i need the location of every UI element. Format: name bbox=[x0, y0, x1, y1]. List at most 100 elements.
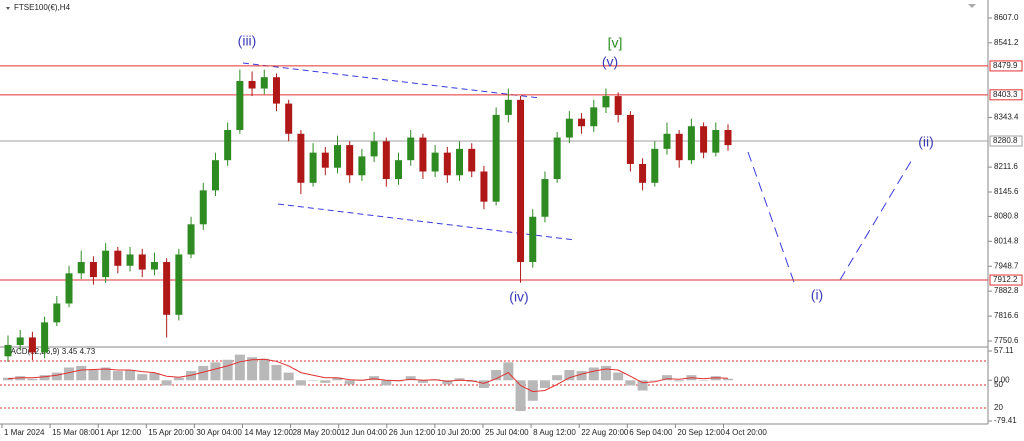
candle-body bbox=[602, 96, 610, 108]
macd-bar bbox=[308, 380, 319, 381]
symbol-icon bbox=[6, 7, 10, 10]
candle-body bbox=[28, 337, 36, 353]
macd-bar bbox=[222, 359, 233, 381]
x-tick-label: 14 May 12:00 bbox=[245, 428, 294, 437]
y-tick-label: 7948.7 bbox=[994, 261, 1019, 270]
candle-body bbox=[687, 126, 695, 161]
x-tick-label: 8 Aug 12:00 bbox=[533, 428, 576, 437]
candle-body bbox=[309, 152, 317, 183]
x-tick-label: 30 Apr 04:00 bbox=[196, 428, 242, 437]
y-tick-label: 8343.4 bbox=[994, 113, 1019, 122]
macd-bar bbox=[381, 380, 392, 386]
macd-tick-label: 0.00 bbox=[994, 375, 1010, 384]
macd-bar bbox=[564, 370, 575, 381]
macd-bar bbox=[649, 380, 660, 381]
candle-body bbox=[224, 130, 232, 161]
candle-body bbox=[456, 148, 464, 176]
macd-bar bbox=[271, 364, 282, 381]
candle-body bbox=[517, 99, 525, 263]
macd-bar bbox=[295, 380, 306, 386]
macd-title: MACD(12,26,9) 3.45 4.73 bbox=[4, 347, 96, 356]
x-tick-label: 12 Jun 04:00 bbox=[341, 428, 388, 437]
candle-body bbox=[541, 179, 549, 217]
candle-body bbox=[590, 107, 598, 127]
candle-body bbox=[248, 80, 256, 89]
y-tick-label: 8145.6 bbox=[994, 187, 1019, 196]
x-tick-label: 28 May 20:00 bbox=[293, 428, 342, 437]
level-tag bbox=[989, 60, 1023, 72]
candle-body bbox=[358, 156, 366, 176]
x-tick-label: 1 Apr 12:00 bbox=[100, 428, 141, 437]
x-tick-label: 22 Aug 20:00 bbox=[581, 428, 629, 437]
x-tick-label: 6 Sep 04:00 bbox=[629, 428, 673, 437]
candle-body bbox=[553, 137, 561, 180]
candle-body bbox=[321, 152, 329, 168]
macd-bar bbox=[405, 376, 416, 381]
macd-bar bbox=[576, 371, 587, 381]
candle-body bbox=[150, 262, 158, 270]
wave-label: [v] bbox=[608, 35, 623, 51]
candle-body bbox=[211, 160, 219, 191]
candle-body bbox=[700, 126, 708, 153]
wave-label: (ii) bbox=[918, 134, 934, 150]
wave-label: (i) bbox=[811, 287, 823, 303]
macd-bar bbox=[39, 375, 50, 381]
macd-bar bbox=[723, 378, 733, 381]
candle-body bbox=[41, 322, 49, 353]
wave-label: (iii) bbox=[238, 33, 257, 49]
macd-bar bbox=[88, 370, 99, 381]
candle-body bbox=[724, 130, 732, 146]
macd-bar bbox=[442, 380, 453, 385]
macd-bar bbox=[625, 380, 636, 386]
candle-body bbox=[639, 163, 647, 183]
y-tick-label: 7816.6 bbox=[994, 311, 1019, 320]
macd-bar bbox=[125, 370, 136, 381]
macd-bar bbox=[112, 371, 123, 381]
candle-body bbox=[346, 145, 354, 176]
x-tick-label: 20 Sep 12:00 bbox=[677, 428, 725, 437]
candle-body bbox=[626, 114, 634, 164]
candle-body bbox=[260, 77, 268, 89]
candle-body bbox=[77, 262, 85, 274]
wave-label: (iv) bbox=[509, 289, 528, 305]
macd-bar bbox=[613, 372, 624, 381]
forecast-line bbox=[839, 157, 914, 281]
y-tick-label: 8607.0 bbox=[994, 13, 1019, 22]
wave-label: (v) bbox=[602, 54, 618, 70]
macd-bar bbox=[527, 380, 538, 401]
macd-bar bbox=[661, 375, 672, 381]
candle-body bbox=[407, 137, 415, 161]
level-label: 8479.9 bbox=[993, 61, 1018, 70]
candle-body bbox=[651, 148, 659, 183]
macd-bar bbox=[539, 380, 550, 388]
macd-bar bbox=[552, 375, 563, 381]
level-tag bbox=[989, 89, 1023, 101]
x-tick-label: 25 Jul 04:00 bbox=[485, 428, 529, 437]
y-tick-label: 8014.8 bbox=[994, 236, 1019, 245]
candle-body bbox=[468, 148, 476, 172]
candle-body bbox=[443, 152, 451, 176]
candle-body bbox=[53, 303, 61, 323]
candle-body bbox=[4, 344, 12, 357]
candle-body bbox=[16, 337, 24, 345]
macd-bar bbox=[283, 372, 294, 381]
candle-body bbox=[712, 130, 720, 153]
candle-body bbox=[89, 262, 97, 278]
y-tick-label: 7882.8 bbox=[994, 286, 1019, 295]
level-label: 8280.8 bbox=[993, 136, 1018, 145]
macd-bar bbox=[417, 380, 428, 383]
candle-body bbox=[431, 152, 439, 172]
macd-bar bbox=[332, 377, 343, 381]
macd-bar bbox=[161, 380, 172, 386]
candle-body bbox=[163, 262, 171, 315]
macd-bar bbox=[698, 380, 709, 381]
macd-bar bbox=[710, 376, 721, 381]
candle-body bbox=[529, 216, 537, 263]
candle-body bbox=[199, 190, 207, 225]
y-tick-label: 8211.6 bbox=[994, 162, 1018, 171]
forecast-line bbox=[747, 151, 796, 286]
candle-body bbox=[382, 141, 390, 180]
candle-body bbox=[578, 118, 586, 127]
level-label: 7912.2 bbox=[993, 275, 1018, 284]
macd-bar bbox=[478, 380, 489, 388]
